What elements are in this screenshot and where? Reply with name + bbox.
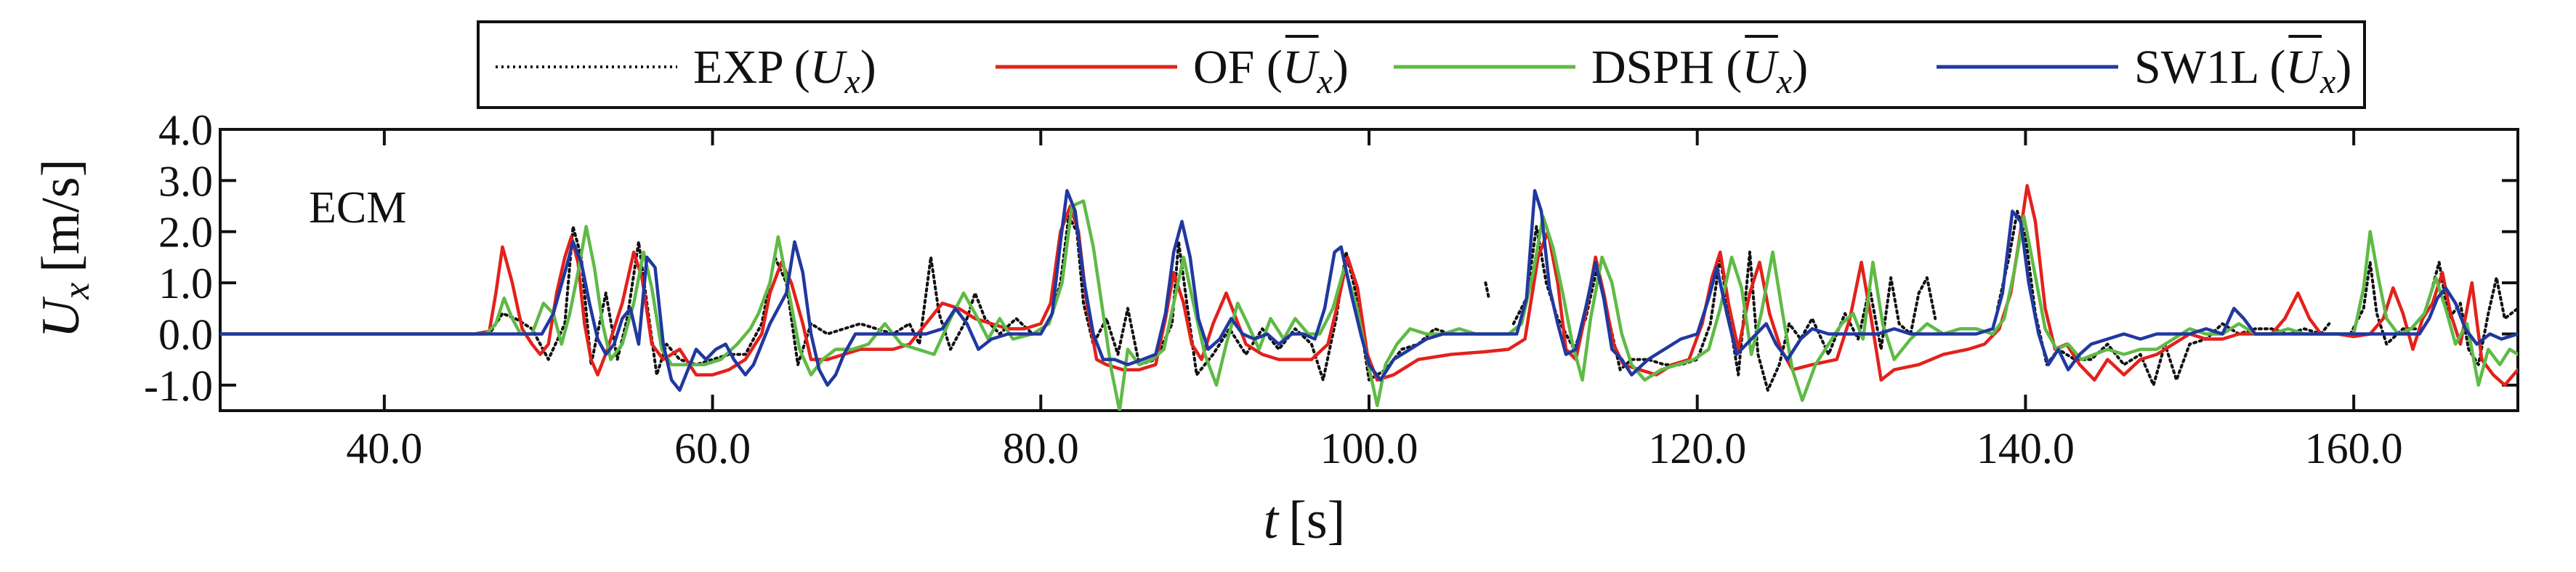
legend-label-exp: EXP (Ux) — [693, 41, 876, 101]
y-tick-label: 2.0 — [158, 209, 213, 257]
legend-sub: x — [844, 63, 860, 101]
legend-var: U — [1742, 41, 1780, 94]
y-axis-unit: [m/s] — [31, 159, 91, 273]
axis-ticks: 40.0 60.0 80.0 100.0 120.0 140.0 160.0 -1.00.01… — [144, 106, 2518, 472]
y-tick-label: 3.0 — [158, 157, 213, 205]
y-tick-label: 1.0 — [158, 259, 213, 307]
series-line-exp — [2349, 260, 2518, 366]
y-tick-label: 0.0 — [158, 310, 213, 358]
x-axis-title: t [s] — [1264, 491, 1346, 550]
series-layer — [220, 184, 2518, 411]
legend-var: U — [2285, 41, 2323, 94]
series-line-dsph — [220, 199, 2518, 411]
annotation-label: ECM — [309, 183, 406, 233]
x-tick-label: 100.0 — [1320, 424, 1418, 472]
x-tick-label: 60.0 — [674, 424, 751, 472]
x-tick-label: 80.0 — [1003, 424, 1079, 472]
x-axis-symbol: t — [1264, 491, 1280, 550]
legend: EXP (Ux) OF (Ux) DSPH (Ux) SW1L (Ux) — [477, 20, 2366, 109]
series-line-exp — [473, 214, 1453, 382]
y-tick-label: -1.0 — [144, 362, 213, 410]
legend-name: SW1L ( — [2134, 41, 2285, 94]
legend-close: ) — [860, 41, 876, 94]
y-tick-label: 4.0 — [158, 106, 213, 154]
x-tick-label: 140.0 — [1977, 424, 2075, 472]
svg-text:Ux[m/s]: Ux [m/s] — [31, 159, 97, 339]
legend-close: ) — [1792, 41, 1808, 94]
series-of — [220, 184, 2518, 387]
series-line-exp — [1484, 281, 1490, 300]
legend-close: ) — [1333, 41, 1349, 94]
x-tick-label: 120.0 — [1648, 424, 1746, 472]
x-tick-label: 40.0 — [346, 424, 422, 472]
legend-label-dsph: DSPH (Ux) — [1591, 41, 1808, 101]
legend-var: U — [1283, 41, 1320, 94]
legend-sub: x — [2319, 63, 2335, 101]
legend-frame — [477, 20, 2366, 109]
legend-label-of: OF (Ux) — [1193, 41, 1349, 101]
y-axis-symbol: U — [31, 296, 91, 338]
legend-sub: x — [1776, 63, 1792, 101]
legend-label-sw1l: SW1L (Ux) — [2134, 41, 2351, 101]
legend-sub: x — [1317, 63, 1333, 101]
legend-name: EXP ( — [693, 41, 810, 94]
y-axis-subscript: x — [56, 283, 97, 300]
x-tick-label: 160.0 — [2305, 424, 2403, 472]
series-line-sw1l — [220, 189, 2518, 392]
legend-close: ) — [2335, 41, 2351, 94]
y-axis-title: Ux [m/s] — [31, 159, 97, 339]
x-axis-unit: [s] — [1288, 491, 1345, 550]
series-line-of — [220, 184, 2518, 387]
series-dsph — [220, 199, 2518, 411]
legend-name: OF ( — [1193, 41, 1283, 94]
series-sw1l — [220, 189, 2518, 392]
legend-var: U — [810, 41, 848, 94]
legend-name: DSPH ( — [1591, 41, 1742, 94]
